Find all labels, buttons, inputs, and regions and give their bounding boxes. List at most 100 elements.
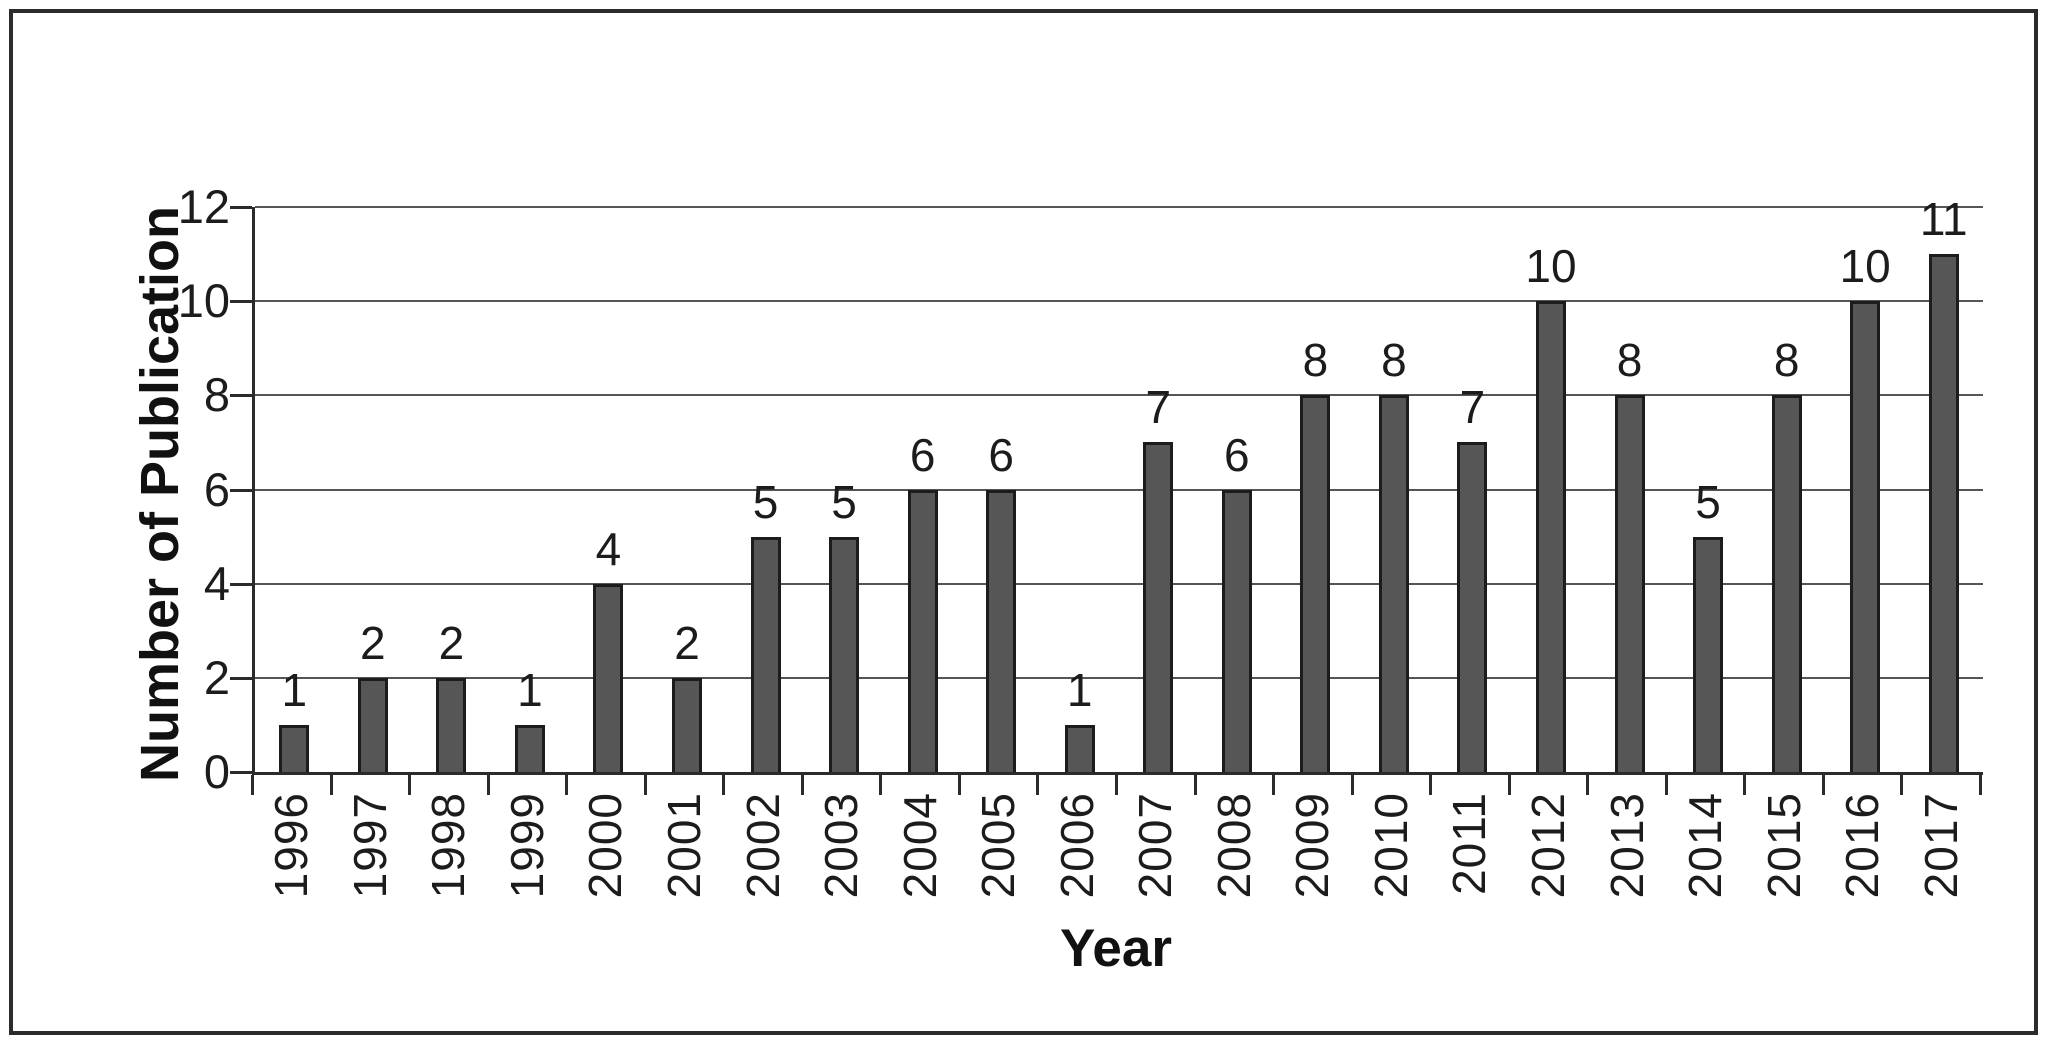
x-category-label-1996: 1996 (265, 792, 318, 899)
bar-2000 (593, 583, 624, 772)
bar-2010 (1378, 395, 1409, 772)
bar-value-label-2007: 7 (1145, 381, 1172, 434)
x-tick-mark-13 (1272, 775, 1276, 795)
x-category-label-2008: 2008 (1207, 792, 1260, 899)
x-category-label-1998: 1998 (422, 792, 475, 899)
x-tick-mark-10 (1036, 775, 1040, 795)
gridline-6 (255, 488, 1983, 491)
x-category-label-2013: 2013 (1600, 792, 1653, 899)
bar-2013 (1614, 395, 1645, 772)
bar-value-label-2006: 1 (1066, 663, 1093, 716)
bar-2004 (907, 489, 938, 772)
x-tick-mark-4 (565, 775, 569, 795)
bar-2006 (1064, 724, 1095, 772)
y-tick-mark-2 (230, 676, 252, 680)
bar-2015 (1771, 395, 1802, 772)
y-tick-mark-6 (230, 488, 252, 492)
x-tick-mark-7 (800, 775, 804, 795)
bar-2017 (1928, 254, 1959, 772)
x-tick-mark-12 (1193, 775, 1197, 795)
bar-value-label-2013: 8 (1616, 334, 1643, 387)
y-tick-label-4: 4 (203, 556, 230, 610)
y-tick-label-12: 12 (177, 180, 230, 233)
x-tick-mark-17 (1586, 775, 1590, 795)
bar-value-label-2008: 6 (1224, 428, 1250, 481)
bar-2002 (750, 536, 781, 772)
x-category-label-2011: 2011 (1443, 792, 1496, 895)
bar-2005 (986, 489, 1017, 772)
x-tick-mark-2 (408, 775, 412, 795)
x-tick-mark-15 (1429, 775, 1433, 795)
x-category-label-2002: 2002 (736, 792, 789, 899)
bar-2007 (1143, 442, 1174, 772)
x-tick-mark-9 (957, 775, 961, 795)
x-category-label-2003: 2003 (815, 792, 868, 899)
x-category-label-2016: 2016 (1836, 792, 1889, 899)
x-tick-mark-5 (643, 775, 647, 795)
bar-value-label-2005: 6 (988, 428, 1014, 481)
bar-value-label-2010: 8 (1381, 334, 1407, 387)
x-tick-mark-18 (1664, 775, 1668, 795)
bar-2009 (1300, 395, 1331, 772)
bar-2012 (1536, 301, 1566, 772)
x-category-label-2014: 2014 (1679, 792, 1732, 899)
x-tick-mark-19 (1743, 775, 1747, 795)
y-tick-label-8: 8 (203, 368, 230, 422)
gridline-10 (255, 300, 1983, 303)
x-category-label-2004: 2004 (893, 792, 946, 899)
x-tick-mark-20 (1821, 775, 1825, 795)
bar-value-label-2000: 4 (595, 522, 622, 575)
x-category-label-2012: 2012 (1522, 792, 1574, 899)
gridline-12 (255, 206, 1983, 208)
bar-value-label-2012: 10 (1525, 240, 1577, 293)
x-category-label-2006: 2006 (1050, 792, 1103, 899)
bar-1998 (436, 677, 467, 772)
x-category-label-1999: 1999 (500, 792, 553, 899)
x-tick-mark-21 (1900, 775, 1904, 795)
bar-2014 (1693, 536, 1724, 772)
bar-value-label-2004: 6 (909, 428, 936, 481)
bar-value-label-1999: 1 (517, 663, 543, 716)
bar-value-label-2009: 8 (1302, 334, 1329, 387)
bar-value-label-2002: 5 (752, 475, 779, 528)
x-category-label-2010: 2010 (1364, 792, 1417, 899)
x-tick-mark-14 (1350, 775, 1354, 795)
y-tick-label-6: 6 (203, 462, 230, 516)
bar-2001 (672, 677, 702, 772)
y-tick-label-2: 2 (203, 650, 230, 704)
bar-value-label-2001: 2 (674, 616, 700, 669)
gridline-4 (255, 582, 1983, 585)
x-tick-mark-22 (1979, 775, 1982, 795)
x-category-label-2005: 2005 (972, 792, 1025, 899)
bar-value-label-1998: 2 (438, 616, 465, 669)
bar-value-label-2011: 7 (1459, 381, 1486, 434)
x-tick-mark-11 (1115, 775, 1118, 795)
bar-2008 (1221, 489, 1252, 772)
bar-2016 (1850, 301, 1881, 772)
plot-area: 1 2 2 1 4 2 5 5 6 6 1 7 6 8 8 7 10 8 5 8 10 11 (252, 196, 1983, 775)
y-tick-mark-4 (230, 582, 252, 586)
x-category-label-1997: 1997 (343, 792, 396, 899)
y-tick-mark-8 (230, 394, 252, 398)
gridline-2 (255, 676, 1983, 679)
gridline-8 (255, 394, 1983, 397)
bar-value-label-1996: 1 (281, 663, 308, 716)
bar-value-label-2003: 5 (831, 475, 857, 528)
x-category-label-2001: 2001 (658, 792, 710, 899)
bar-value-label-2014: 5 (1695, 475, 1721, 528)
y-tick-label-0: 0 (203, 745, 230, 798)
x-category-label-2009: 2009 (1286, 792, 1339, 899)
bar-value-label-2017: 11 (1919, 193, 1968, 246)
x-category-label-2015: 2015 (1757, 792, 1810, 899)
bar-value-label-2016: 10 (1839, 240, 1891, 293)
x-tick-mark-16 (1507, 775, 1511, 795)
x-tick-mark-3 (486, 775, 490, 795)
bar-value-label-1997: 2 (360, 616, 386, 669)
bar-2003 (829, 536, 860, 772)
x-tick-mark-8 (879, 775, 883, 795)
bar-2011 (1457, 442, 1488, 772)
x-category-label-2017: 2017 (1914, 792, 1967, 899)
x-category-label-2007: 2007 (1129, 792, 1182, 899)
x-tick-mark-0 (251, 775, 254, 795)
